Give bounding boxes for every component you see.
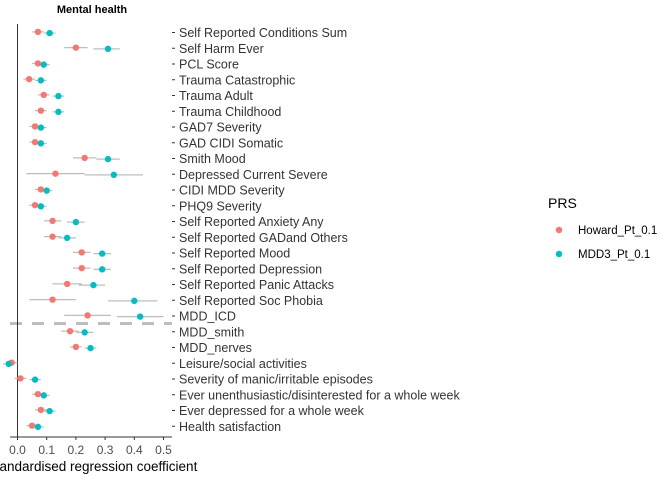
y-tick-label: Self Reported Depression [179, 262, 322, 276]
data-point [5, 360, 12, 368]
error-bars [2, 31, 164, 428]
data-point [37, 140, 45, 147]
y-tick-label: GAD CIDI Somatic [179, 136, 283, 150]
y-tick-label: CIDI MDD Severity [179, 184, 285, 198]
data-point [78, 249, 85, 256]
data-point [34, 423, 42, 431]
data-point [98, 250, 106, 257]
x-tick-label: 0.3 [97, 443, 114, 457]
data-point [31, 376, 39, 383]
y-tick-label: Trauma Childhood [179, 105, 281, 119]
y-tick-label: PCL Score [179, 58, 239, 72]
data-point [81, 154, 88, 162]
legend-key [555, 250, 563, 258]
x-tick-label: 0.0 [9, 443, 26, 457]
data-point [87, 344, 94, 352]
data-point [31, 201, 39, 209]
y-tick-label: Self Reported Anxiety Any [179, 215, 324, 229]
y-tick-label: Self Reported GADand Others [179, 231, 348, 245]
data-point [104, 45, 112, 53]
data-point [37, 77, 45, 84]
legend: PRS Howard_Pt_0.1 MDD3_Pt_0.1 [548, 195, 657, 261]
data-point [40, 61, 47, 68]
data-point [52, 170, 59, 177]
data-point [55, 92, 62, 100]
data-point [66, 327, 74, 335]
x-tick-label: 0.5 [155, 443, 172, 457]
data-point [46, 29, 53, 37]
data-point [78, 264, 85, 272]
data-point [34, 60, 42, 67]
data-point [49, 296, 56, 303]
y-tick-label: MDD_ICD [179, 310, 236, 324]
data-point [17, 375, 24, 382]
y-tick-label: Depressed Current Severe [179, 168, 328, 182]
data-point [72, 218, 80, 226]
y-tick-label: Ever unenthusiastic/disinterested for a … [179, 388, 460, 402]
data-point [72, 44, 80, 51]
y-tick-label: Smith Mood [179, 152, 246, 166]
data-point [49, 217, 56, 225]
data-point [40, 91, 47, 99]
data-point [46, 407, 53, 415]
y-tick-label: MDD_nerves [179, 341, 252, 355]
x-tick-label: 0.1 [38, 443, 55, 457]
y-tick-label: MDD_smith [179, 325, 244, 339]
data-point [55, 108, 62, 116]
y-tick-label: Health satisfaction [179, 420, 281, 434]
legend-label: Howard_Pt_0.1 [578, 225, 657, 237]
data-point [72, 343, 80, 351]
data-points [5, 28, 144, 431]
legend-key [555, 226, 563, 234]
data-point [63, 280, 71, 288]
data-point [31, 138, 39, 146]
data-point [110, 171, 118, 179]
data-point [25, 75, 33, 83]
data-point [49, 233, 56, 240]
y-tick-label: Self Reported Soc Phobia [179, 294, 323, 308]
y-tick-label: Self Reported Panic Attacks [179, 278, 334, 292]
data-point [34, 390, 42, 398]
data-point [37, 186, 45, 193]
y-tick-label: Leisure/social activities [179, 357, 307, 371]
data-point [37, 107, 45, 114]
data-point [37, 406, 45, 414]
x-tick-label: 0.2 [68, 443, 85, 457]
data-point [81, 329, 88, 336]
x-tick-label: 0.4 [126, 443, 143, 457]
x-axis: 0.0 0.1 0.2 0.3 0.4 0.5 [9, 436, 172, 457]
data-point [28, 422, 36, 429]
y-tick-label: Ever depressed for a whole week [179, 404, 365, 418]
legend-label: MDD3_Pt_0.1 [578, 249, 650, 261]
x-axis-title: Standardised regression coefficient [0, 459, 198, 474]
y-tick-label: GAD7 Severity [179, 121, 262, 135]
y-tick-label: Self Reported Conditions Sum [179, 26, 347, 40]
y-tick-label: Self Harm Ever [179, 42, 264, 56]
y-tick-label: PHQ9 Severity [179, 199, 262, 213]
data-point [136, 313, 144, 320]
data-point [90, 281, 97, 289]
panel-title: Mental health [57, 4, 128, 16]
legend-title: PRS [548, 195, 577, 211]
data-point [34, 28, 42, 36]
data-point [37, 203, 45, 210]
data-point [31, 123, 39, 130]
data-point [131, 297, 138, 305]
data-point [104, 155, 112, 163]
y-tick-label: Trauma Catastrophic [179, 73, 295, 87]
y-tick-label: Trauma Adult [179, 89, 253, 103]
y-tick-label: Severity of manic/irritable episodes [179, 373, 373, 387]
data-point [98, 266, 106, 273]
data-point [43, 187, 50, 194]
data-point [37, 124, 45, 131]
y-tick-label: Self Reported Mood [179, 247, 290, 261]
data-point [63, 234, 71, 242]
data-point [84, 312, 91, 319]
data-point [40, 392, 47, 399]
y-axis: Self Reported Conditions Sum Self Harm Ev… [172, 26, 460, 434]
